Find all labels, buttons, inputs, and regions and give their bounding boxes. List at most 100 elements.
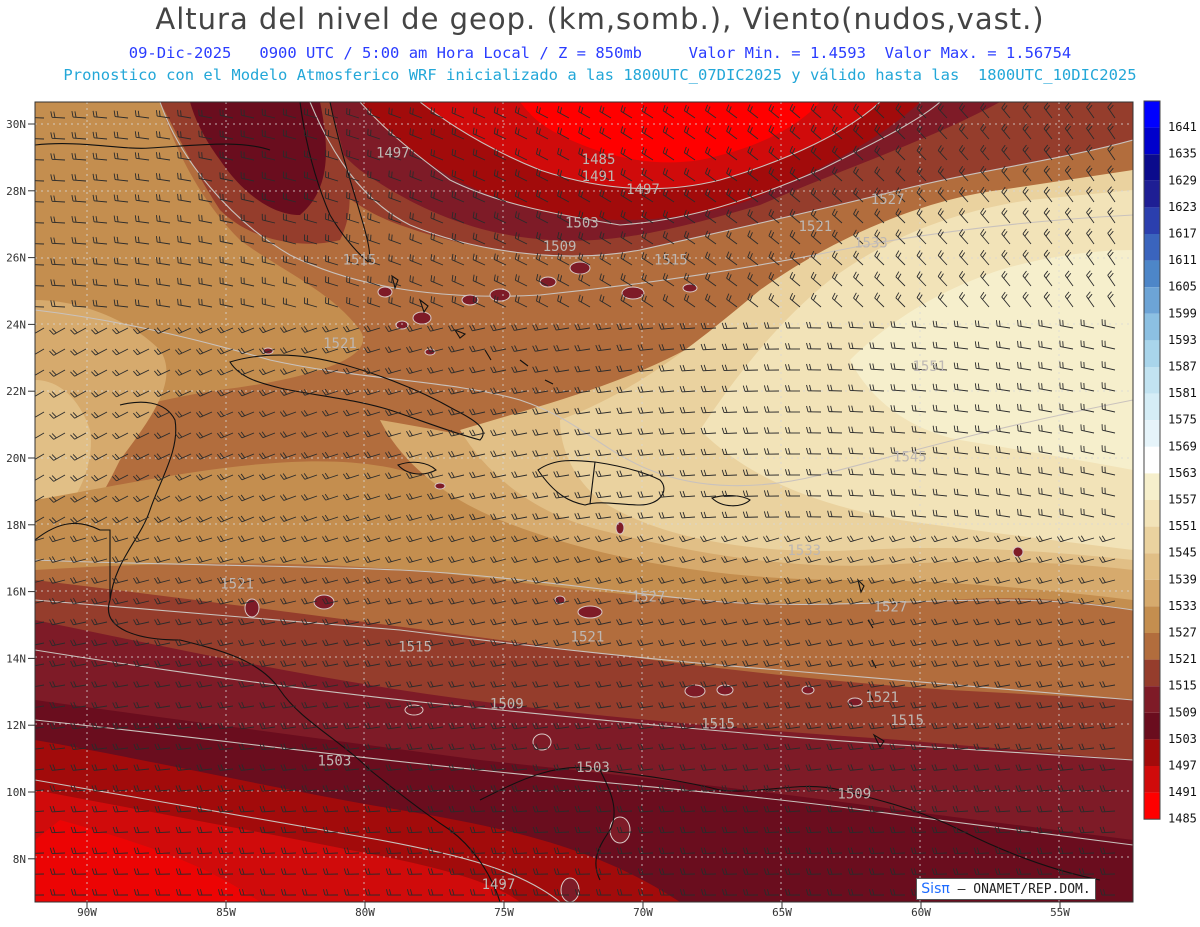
wind-barb bbox=[973, 535, 990, 543]
wind-barb bbox=[932, 467, 948, 476]
wind-barb bbox=[346, 191, 360, 203]
wind-barb bbox=[514, 253, 528, 266]
wind-barb bbox=[827, 384, 843, 392]
wind-barb bbox=[71, 258, 87, 266]
wind-barb bbox=[91, 327, 108, 335]
wind-barb bbox=[282, 234, 297, 245]
wind-barb bbox=[195, 495, 213, 502]
wind-barb bbox=[599, 147, 612, 161]
wind-barb bbox=[553, 491, 570, 499]
wind-barb bbox=[1080, 340, 1095, 350]
wind-barb bbox=[385, 346, 402, 354]
wind-barb bbox=[637, 470, 654, 477]
wind-barb bbox=[595, 365, 612, 373]
wind-barb bbox=[932, 341, 948, 350]
wind-barb bbox=[1101, 340, 1116, 350]
lat-label: 10N bbox=[6, 786, 26, 799]
wind-barb bbox=[789, 146, 801, 161]
wind-barb bbox=[848, 363, 864, 371]
wind-barb bbox=[35, 264, 45, 266]
wind-barb bbox=[785, 427, 800, 434]
wind-barb bbox=[679, 385, 696, 393]
wind-barb bbox=[1064, 270, 1074, 287]
wind-barb bbox=[700, 385, 717, 393]
wind-barb bbox=[198, 298, 213, 308]
wind-barb bbox=[806, 510, 822, 518]
wind-barb bbox=[198, 109, 213, 119]
wind-barb bbox=[50, 132, 66, 140]
colorbar-label: 1533 bbox=[1168, 599, 1197, 613]
wind-barb bbox=[364, 409, 381, 417]
wind-barb bbox=[953, 383, 969, 392]
wind-barb bbox=[578, 168, 591, 182]
wind-barb bbox=[364, 493, 381, 501]
wind-barb bbox=[1043, 291, 1053, 308]
wind-barb bbox=[1080, 508, 1095, 518]
wind-barb bbox=[388, 212, 402, 224]
colorbar-label: 1635 bbox=[1168, 147, 1197, 161]
wind-barb bbox=[599, 252, 612, 266]
wind-barb bbox=[747, 104, 759, 119]
wind-barb bbox=[346, 275, 360, 287]
wind-barb bbox=[1022, 165, 1032, 182]
wind-barb bbox=[258, 347, 276, 355]
wind-barb bbox=[810, 250, 822, 266]
wind-barb bbox=[705, 104, 717, 119]
wind-barb bbox=[980, 144, 990, 161]
wind-barb bbox=[932, 488, 948, 497]
wind-barb bbox=[237, 389, 255, 397]
wind-barb bbox=[472, 211, 486, 224]
colorbar-swatch bbox=[1144, 287, 1160, 314]
wind-barb bbox=[641, 231, 654, 245]
wind-barb bbox=[304, 297, 318, 308]
wind-barb bbox=[805, 535, 822, 543]
wind-barb bbox=[346, 107, 360, 119]
wind-barb bbox=[721, 511, 738, 519]
wind-barb bbox=[343, 535, 360, 543]
wind-barb bbox=[1017, 487, 1032, 497]
wind-barb bbox=[469, 471, 486, 479]
wind-barb bbox=[874, 229, 885, 245]
wind-barb bbox=[536, 106, 549, 119]
wind-barb bbox=[514, 169, 528, 182]
wind-barb bbox=[112, 369, 129, 377]
wind-barb bbox=[705, 125, 717, 140]
forecast-time-line: 09-Dic-2025 0900 UTC / 5:00 am Hora Loca… bbox=[128, 44, 1072, 62]
colorbar-label: 1551 bbox=[1168, 519, 1197, 533]
wind-barb bbox=[721, 406, 738, 414]
colorbar-swatch bbox=[1144, 101, 1160, 128]
wind-barb bbox=[1101, 382, 1116, 392]
wind-barb bbox=[874, 103, 885, 119]
wind-barb bbox=[742, 364, 759, 371]
credit-text: – ONAMET/REP.DOM. bbox=[957, 882, 1091, 897]
wind-barb bbox=[279, 347, 297, 354]
wind-barb bbox=[112, 516, 129, 524]
wind-barb bbox=[980, 291, 990, 308]
wind-barb bbox=[700, 511, 717, 519]
wind-barb bbox=[240, 298, 255, 308]
wind-barb bbox=[763, 535, 780, 543]
wind-barb bbox=[557, 252, 570, 266]
colorbar-swatch bbox=[1144, 446, 1160, 474]
lat-label: 16N bbox=[6, 586, 26, 599]
wind-barb bbox=[1017, 508, 1032, 518]
contour-label: 1509 bbox=[543, 239, 577, 255]
wind-barb bbox=[364, 325, 381, 333]
wind-barb bbox=[831, 208, 843, 224]
wind-barb bbox=[641, 210, 654, 224]
wind-barb bbox=[662, 188, 675, 203]
wind-barb bbox=[916, 166, 927, 182]
wind-barb bbox=[156, 257, 171, 266]
wind-barb bbox=[620, 189, 633, 203]
wind-barb bbox=[1101, 445, 1116, 455]
wind-barb bbox=[113, 278, 129, 287]
wind-barb bbox=[493, 169, 507, 182]
wind-barb bbox=[705, 272, 717, 287]
wind-barb bbox=[1107, 165, 1116, 182]
wind-barb bbox=[763, 364, 780, 371]
wind-barb bbox=[304, 234, 318, 245]
wind-barb bbox=[662, 167, 675, 182]
wind-barb bbox=[952, 535, 969, 543]
wind-barb bbox=[895, 271, 906, 287]
wind-barb bbox=[620, 147, 633, 161]
